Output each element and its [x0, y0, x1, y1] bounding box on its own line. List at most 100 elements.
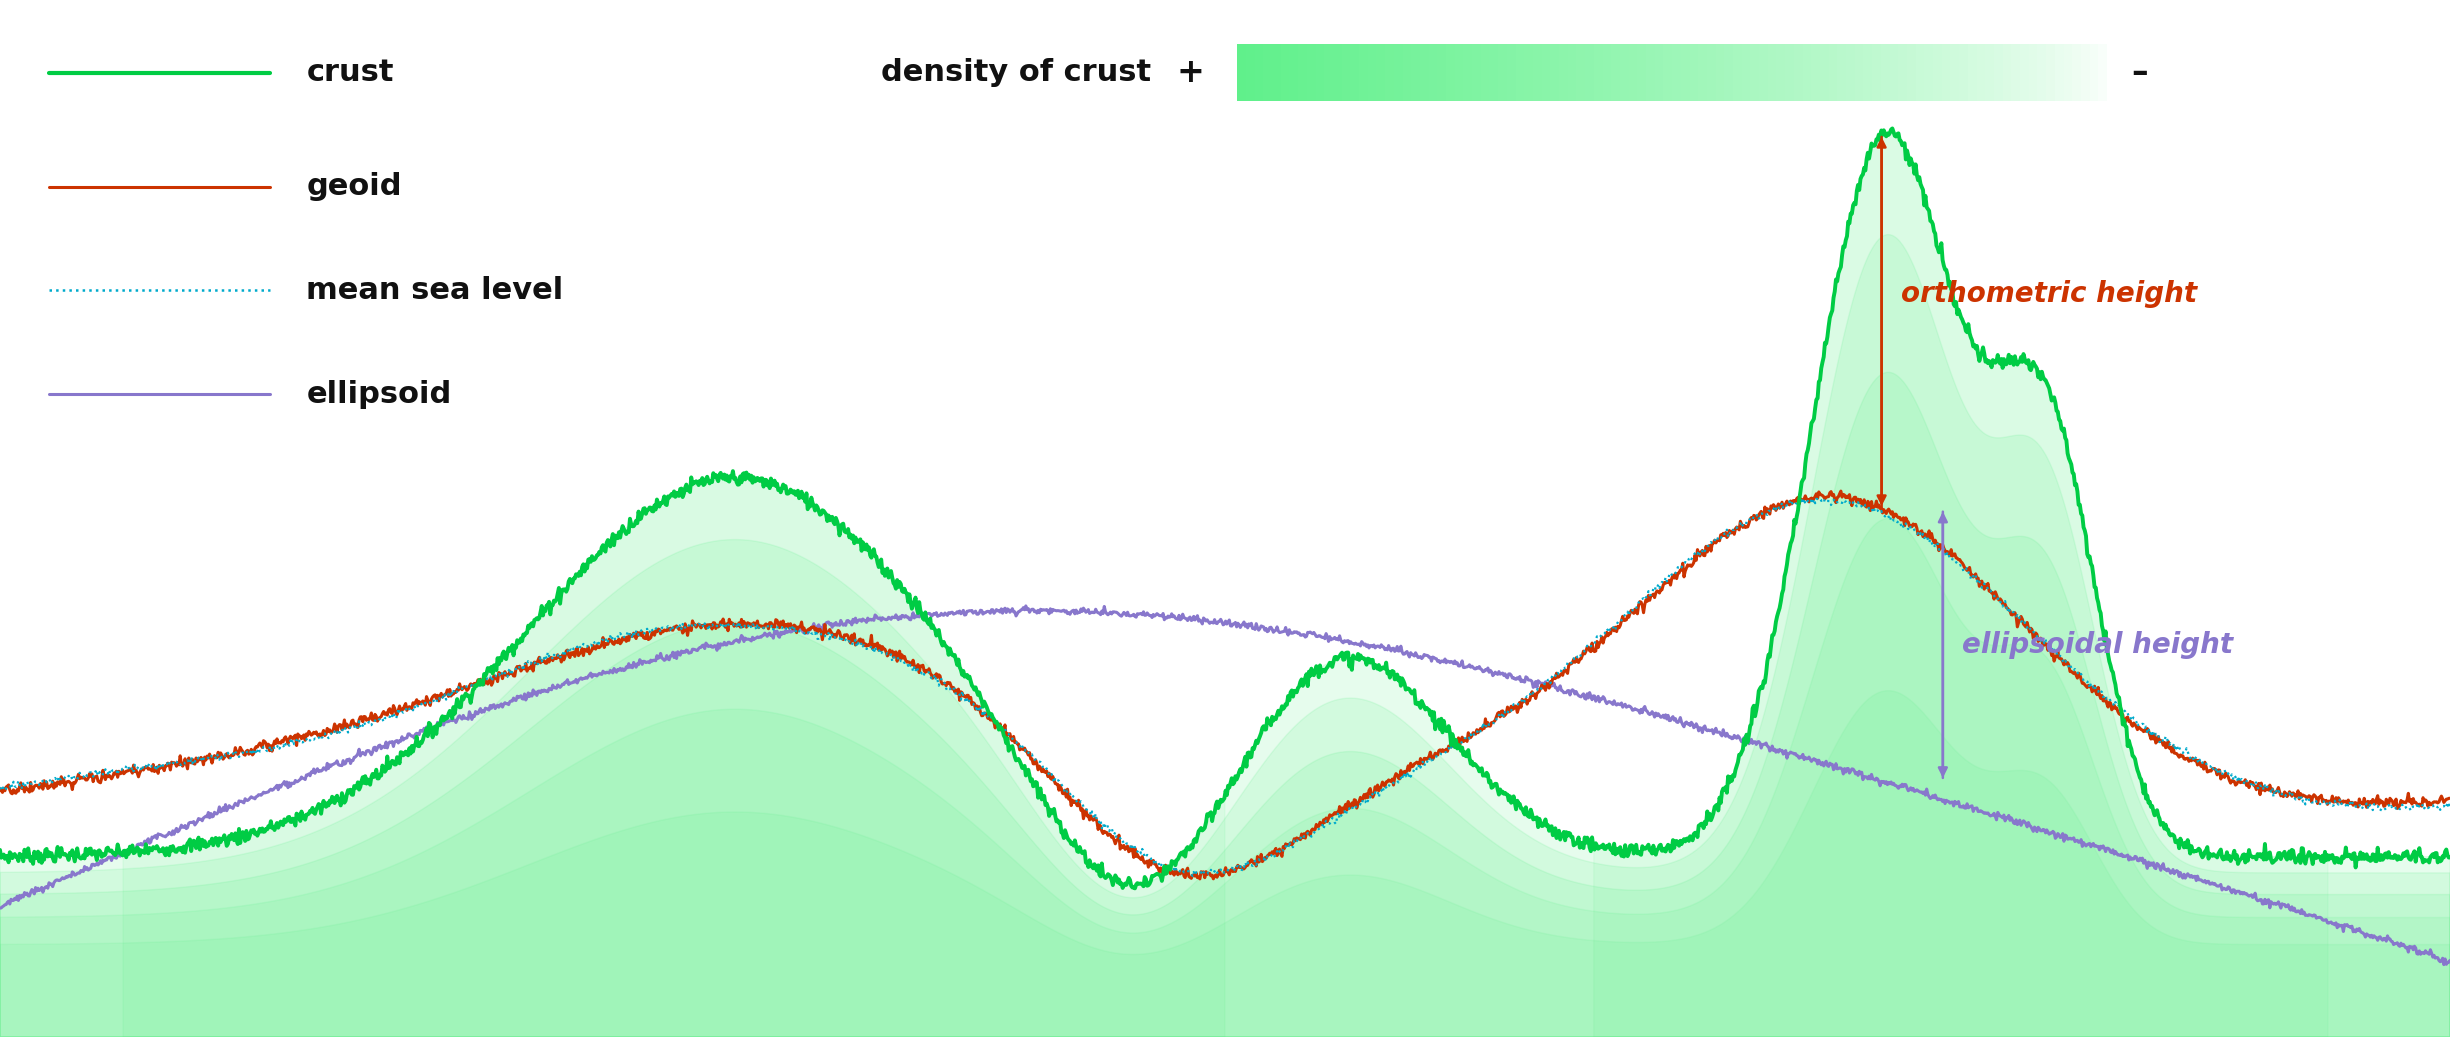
Bar: [2038, 44, 2046, 101]
Bar: [1759, 44, 1769, 101]
Bar: [2080, 44, 2090, 101]
Bar: [1551, 44, 1558, 101]
Bar: [1664, 44, 1671, 101]
Bar: [1923, 44, 1933, 101]
Text: +: +: [1176, 56, 1203, 89]
Bar: [1237, 44, 1247, 101]
Bar: [1595, 44, 1602, 101]
Bar: [1776, 44, 1786, 101]
Bar: [1985, 44, 1994, 101]
Bar: [1838, 44, 1847, 101]
Text: –: –: [2132, 56, 2149, 89]
Text: orthometric height: orthometric height: [1901, 280, 2198, 308]
Bar: [1769, 44, 1776, 101]
Bar: [1534, 44, 1541, 101]
Bar: [1401, 44, 1411, 101]
Bar: [1490, 44, 1499, 101]
Text: mean sea level: mean sea level: [306, 276, 564, 305]
Bar: [2046, 44, 2056, 101]
Bar: [2063, 44, 2073, 101]
Bar: [1786, 44, 1793, 101]
Bar: [2002, 44, 2011, 101]
Bar: [1681, 44, 1690, 101]
Bar: [2056, 44, 2063, 101]
Bar: [1612, 44, 1619, 101]
Bar: [1742, 44, 1749, 101]
Bar: [1541, 44, 1551, 101]
Bar: [1906, 44, 1916, 101]
Bar: [1323, 44, 1333, 101]
Bar: [1421, 44, 1428, 101]
Bar: [1864, 44, 1872, 101]
Text: crust: crust: [306, 58, 394, 87]
Bar: [1428, 44, 1438, 101]
Text: geoid: geoid: [306, 172, 402, 201]
Bar: [1629, 44, 1637, 101]
Bar: [1847, 44, 1855, 101]
Bar: [2073, 44, 2080, 101]
Bar: [1872, 44, 1882, 101]
Bar: [1619, 44, 1629, 101]
Bar: [1637, 44, 1646, 101]
Bar: [1343, 44, 1350, 101]
Bar: [1499, 44, 1507, 101]
Bar: [1411, 44, 1421, 101]
Bar: [1568, 44, 1575, 101]
Bar: [1377, 44, 1384, 101]
Bar: [1438, 44, 1445, 101]
Bar: [1725, 44, 1732, 101]
Bar: [1360, 44, 1367, 101]
Bar: [1472, 44, 1480, 101]
Bar: [1254, 44, 1264, 101]
Bar: [1507, 44, 1517, 101]
Bar: [1899, 44, 1906, 101]
Bar: [1977, 44, 1984, 101]
Bar: [1264, 44, 1272, 101]
Bar: [1793, 44, 1803, 101]
Bar: [1455, 44, 1463, 101]
Bar: [1933, 44, 1943, 101]
Bar: [1690, 44, 1698, 101]
Bar: [1384, 44, 1394, 101]
Bar: [2090, 44, 2097, 101]
Bar: [1394, 44, 1401, 101]
Bar: [1333, 44, 1343, 101]
Bar: [1585, 44, 1595, 101]
Bar: [1558, 44, 1568, 101]
Text: ellipsoid: ellipsoid: [306, 380, 451, 409]
Bar: [1524, 44, 1534, 101]
Bar: [1882, 44, 1889, 101]
Bar: [1994, 44, 2002, 101]
Bar: [1671, 44, 1681, 101]
Bar: [1811, 44, 1820, 101]
Text: density of crust: density of crust: [882, 58, 1152, 87]
Bar: [1943, 44, 1950, 101]
Bar: [2097, 44, 2107, 101]
Bar: [2029, 44, 2038, 101]
Bar: [1272, 44, 1281, 101]
Bar: [1803, 44, 1811, 101]
Bar: [1855, 44, 1864, 101]
Bar: [1575, 44, 1585, 101]
Bar: [1960, 44, 1967, 101]
Bar: [1350, 44, 1360, 101]
Bar: [1289, 44, 1298, 101]
Bar: [1654, 44, 1664, 101]
Bar: [1950, 44, 1960, 101]
Text: ellipsoidal height: ellipsoidal height: [1962, 630, 2234, 658]
Bar: [1316, 44, 1325, 101]
Bar: [1306, 44, 1316, 101]
Bar: [1967, 44, 1977, 101]
Bar: [1820, 44, 1828, 101]
Bar: [1732, 44, 1742, 101]
Bar: [1446, 44, 1455, 101]
Bar: [1602, 44, 1612, 101]
Bar: [1708, 44, 1715, 101]
Bar: [1517, 44, 1524, 101]
Bar: [1749, 44, 1759, 101]
Bar: [1889, 44, 1899, 101]
Bar: [1916, 44, 1923, 101]
Bar: [1480, 44, 1490, 101]
Bar: [1828, 44, 1838, 101]
Bar: [1247, 44, 1254, 101]
